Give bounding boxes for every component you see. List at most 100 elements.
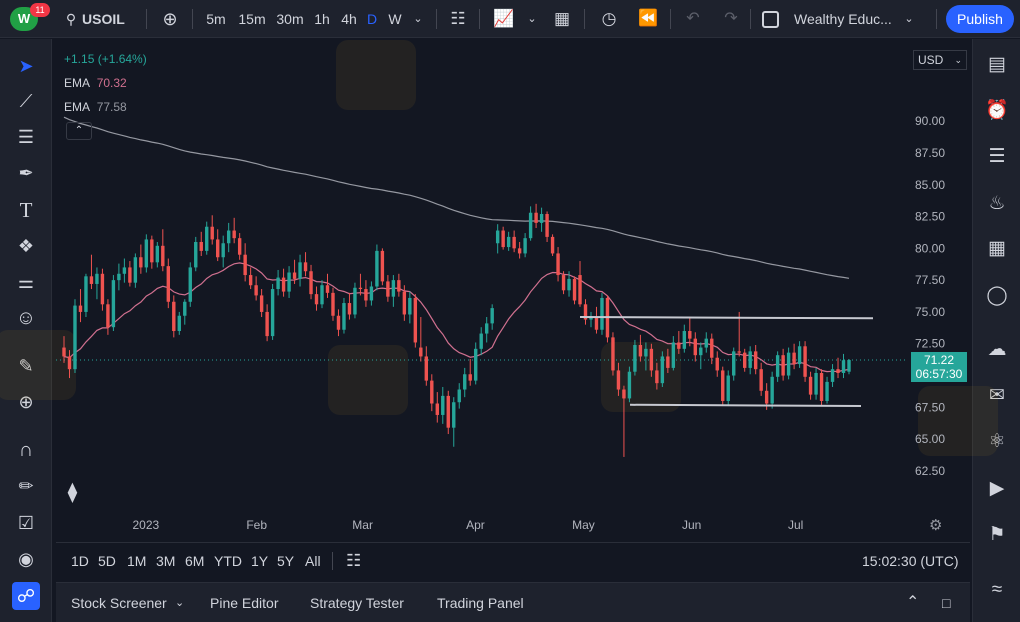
- range-3m[interactable]: 3M: [156, 553, 176, 569]
- screener-dropdown-icon[interactable]: ⌄: [175, 597, 185, 609]
- compare-symbol-icon[interactable]: ⊕: [162, 9, 178, 29]
- candle-body: [358, 287, 363, 290]
- chat-cloud-icon[interactable]: ☁: [987, 339, 1007, 360]
- tab-stock-screener[interactable]: Stock Screener: [71, 595, 167, 611]
- candle-body: [847, 360, 851, 372]
- ideas-bulb-icon[interactable]: ◯: [986, 285, 1008, 306]
- candle-body: [369, 286, 374, 301]
- indicators-dropdown-icon[interactable]: ⌄: [527, 13, 537, 25]
- candle-body: [534, 212, 538, 223]
- lock-icon[interactable]: ☑: [17, 513, 35, 533]
- indicators-icon[interactable]: 📈: [493, 9, 515, 28]
- chart-pane[interactable]: 90.00 87.50 85.00 82.50 80.00 77.50 75.00 72.50…: [0, 40, 998, 540]
- legend-collapse-button[interactable]: ⌃: [66, 122, 92, 140]
- range-1d[interactable]: 1D: [71, 553, 89, 569]
- symbol-search-icon[interactable]: ⚲: [65, 11, 77, 27]
- candle-body: [501, 230, 505, 248]
- text-tool-icon[interactable]: T: [19, 198, 33, 222]
- candle-body: [331, 292, 335, 316]
- candle-body: [457, 389, 461, 403]
- alert-clock-icon[interactable]: ◷: [601, 9, 617, 28]
- layout-name[interactable]: Wealthy Educ...: [794, 11, 892, 27]
- help-wave-icon[interactable]: ≈: [991, 579, 1003, 600]
- range-5d[interactable]: 5D: [98, 553, 116, 569]
- interval-dropdown-icon[interactable]: ⌄: [413, 13, 423, 25]
- watermark-logo: [0, 330, 76, 400]
- tab-trading-panel[interactable]: Trading Panel: [437, 595, 524, 611]
- trend-line-icon[interactable]: ⟋: [19, 91, 33, 111]
- watermark-logo: [328, 345, 408, 415]
- candle-body: [342, 303, 346, 330]
- expand-panel-icon[interactable]: ⌃: [906, 594, 920, 611]
- templates-grid-icon[interactable]: ▦: [553, 9, 571, 28]
- candle-body: [677, 342, 681, 349]
- visibility-eye-icon[interactable]: ◉: [18, 549, 34, 569]
- candle-body: [561, 275, 566, 291]
- undo-icon[interactable]: ↶: [686, 10, 700, 27]
- zoom-in-icon[interactable]: ⊕: [18, 392, 34, 412]
- candle-body: [803, 346, 807, 377]
- interval-4h[interactable]: 4h: [341, 11, 357, 27]
- range-6m[interactable]: 6M: [185, 553, 205, 569]
- prediction-icon[interactable]: ⚌: [17, 272, 35, 292]
- candle-body: [106, 304, 110, 328]
- hotlist-fire-icon[interactable]: ♨: [988, 193, 1006, 214]
- candle-body: [194, 241, 198, 268]
- candle-body: [715, 357, 719, 371]
- pattern-icon[interactable]: ❖: [17, 236, 35, 256]
- range-1y[interactable]: 1Y: [251, 553, 269, 569]
- notifications-bell-icon[interactable]: ⚑: [988, 524, 1006, 545]
- interval-15m[interactable]: 15m: [238, 11, 266, 27]
- range-all[interactable]: All: [305, 553, 321, 569]
- maximize-panel-icon[interactable]: □: [942, 595, 951, 611]
- magnet-icon[interactable]: ∩: [18, 439, 34, 461]
- fib-lines-icon[interactable]: ☰: [17, 127, 35, 147]
- tab-pine-editor[interactable]: Pine Editor: [210, 595, 279, 611]
- replay-icon[interactable]: ⏪: [638, 10, 658, 27]
- candle-body: [309, 271, 313, 295]
- candle-body: [830, 369, 835, 382]
- candle-body: [463, 374, 467, 390]
- chart-settings-gear-icon[interactable]: ⚙: [929, 517, 943, 534]
- interval-5m[interactable]: 5m: [206, 11, 226, 27]
- range-ytd[interactable]: YTD: [214, 553, 242, 569]
- watchlist-icon[interactable]: ▤: [988, 54, 1006, 75]
- price-chart-svg[interactable]: 90.00 87.50 85.00 82.50 80.00 77.50 75.00 72.50…: [56, 40, 970, 540]
- calendar-icon[interactable]: ▦: [988, 238, 1006, 259]
- range-5y[interactable]: 5Y: [277, 553, 295, 569]
- layout-dropdown-icon[interactable]: ⌄: [904, 13, 914, 25]
- lock-drawing-icon[interactable]: ✏: [18, 476, 34, 496]
- toolbar-divider: [436, 9, 437, 29]
- candle-body: [353, 287, 357, 315]
- play-stream-icon[interactable]: ▶: [989, 478, 1005, 499]
- utc-clock[interactable]: 15:02:30 (UTC): [862, 553, 959, 569]
- messages-icon[interactable]: ✉: [989, 385, 1005, 406]
- layout-square-icon[interactable]: [762, 11, 779, 28]
- candle-body: [435, 403, 439, 415]
- interval-d[interactable]: D: [366, 11, 378, 27]
- list-plus-icon[interactable]: ☰: [988, 146, 1006, 167]
- streams-icon[interactable]: ⚛: [988, 431, 1006, 452]
- candle-body: [825, 381, 829, 401]
- candle-body: [775, 355, 780, 377]
- candle-body: [73, 305, 77, 370]
- range-1m[interactable]: 1M: [127, 553, 147, 569]
- tab-strategy-tester[interactable]: Strategy Tester: [310, 595, 404, 611]
- link-icon[interactable]: ☍: [12, 582, 40, 610]
- emoji-icon[interactable]: ☺: [15, 307, 37, 329]
- publish-button[interactable]: Publish: [946, 5, 1014, 33]
- brush-icon[interactable]: ✒: [18, 163, 34, 183]
- cursor-icon[interactable]: ➤: [18, 56, 34, 76]
- redo-icon[interactable]: ↷: [724, 10, 738, 27]
- interval-1h[interactable]: 1h: [314, 11, 330, 27]
- interval-w[interactable]: W: [388, 11, 402, 27]
- currency-selector[interactable]: USD ⌄: [913, 50, 967, 70]
- candle-body: [292, 272, 297, 279]
- symbol-name[interactable]: USOIL: [82, 11, 125, 27]
- ruler-icon[interactable]: ✎: [18, 356, 34, 376]
- goto-date-calendar-icon[interactable]: ☷: [346, 551, 362, 570]
- alarm-clock-icon[interactable]: ⏰: [985, 100, 1009, 121]
- candle-body: [600, 297, 604, 330]
- interval-30m[interactable]: 30m: [276, 11, 304, 27]
- candles-chart-type-icon[interactable]: ☷: [450, 9, 466, 28]
